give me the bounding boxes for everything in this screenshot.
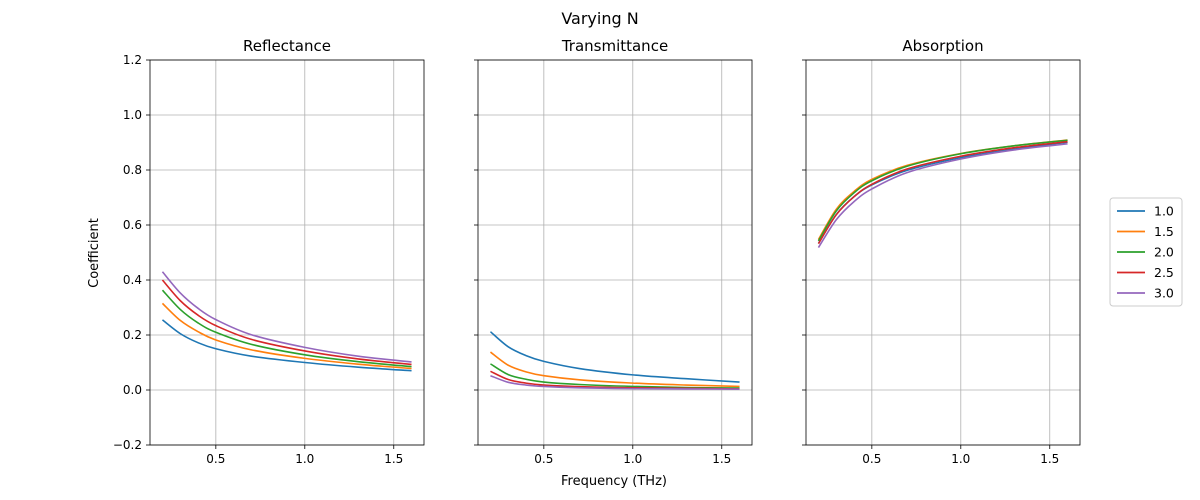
legend-label-2.5: 2.5 xyxy=(1154,265,1174,280)
grid xyxy=(150,59,424,446)
panel-transmittance: 0.5 1.0 1.5 Transmittance xyxy=(474,37,753,466)
x-tick-label: 1.5 xyxy=(384,452,403,466)
legend-label-1.5: 1.5 xyxy=(1154,224,1174,239)
axes-frame xyxy=(149,59,425,446)
grid xyxy=(806,59,1080,446)
y-axis-label: Coefficient xyxy=(87,218,102,288)
series-line-1.0 xyxy=(161,319,412,372)
x-tick-label: 0.5 xyxy=(534,452,553,466)
x-tick-label: 1.0 xyxy=(295,452,314,466)
y-tick-label: 0.2 xyxy=(123,328,142,342)
axes-frame xyxy=(477,59,753,446)
x-tick-label: 0.5 xyxy=(206,452,225,466)
x-tick-label: 0.5 xyxy=(862,452,881,466)
series-line-3.0 xyxy=(490,374,740,390)
panel-absorption: 0.5 1.0 1.5 Absorption xyxy=(802,37,1081,466)
series-line-2.0 xyxy=(490,363,740,389)
y-tick-label: 1.0 xyxy=(123,108,142,122)
figure-title: Varying N xyxy=(561,9,638,28)
panel-title: Transmittance xyxy=(561,37,668,55)
series-line-3.0 xyxy=(817,143,1068,248)
series-line-2.5 xyxy=(161,279,412,366)
series-line-2.5 xyxy=(817,140,1068,245)
series-line-1.5 xyxy=(489,351,740,388)
y-tick-label: 0.6 xyxy=(123,218,142,232)
x-tick-label: 1.0 xyxy=(951,452,970,466)
y-tick-label: 0.8 xyxy=(123,163,142,177)
series-line-1.0 xyxy=(489,331,740,383)
y-tick-label: 0.0 xyxy=(123,383,142,397)
legend-label-2.0: 2.0 xyxy=(1154,245,1174,260)
series-line-3.0 xyxy=(161,271,412,363)
legend-label-1.0: 1.0 xyxy=(1154,204,1174,219)
x-axis-label: Frequency (THz) xyxy=(561,474,667,489)
panel-title: Absorption xyxy=(902,37,983,55)
panel-reflectance: 0.5 1.0 1.5 −0.2 0.0 0.2 0.4 0.6 0.8 1.0 1.2 Reflec… xyxy=(113,37,425,466)
legend-label-3.0: 3.0 xyxy=(1154,286,1174,301)
series-line-1.5 xyxy=(161,302,412,370)
series-line-2.0 xyxy=(161,289,412,368)
y-tick-label: 1.2 xyxy=(123,53,142,67)
x-tick-label: 1.5 xyxy=(712,452,731,466)
axes-frame xyxy=(805,59,1081,446)
y-tick-label: −0.2 xyxy=(113,438,142,452)
series-line-2.0 xyxy=(817,139,1068,242)
panel-title: Reflectance xyxy=(243,37,331,55)
panels: 0.5 1.0 1.5 −0.2 0.0 0.2 0.4 0.6 0.8 1.0 1.2 Reflec… xyxy=(113,37,1081,466)
legend: 1.0 1.5 2.0 2.5 3.0 xyxy=(1109,197,1183,307)
y-tick-label: 0.4 xyxy=(123,273,142,287)
x-tick-label: 1.5 xyxy=(1040,452,1059,466)
legend-frame xyxy=(1109,197,1183,307)
x-tick-label: 1.0 xyxy=(623,452,642,466)
